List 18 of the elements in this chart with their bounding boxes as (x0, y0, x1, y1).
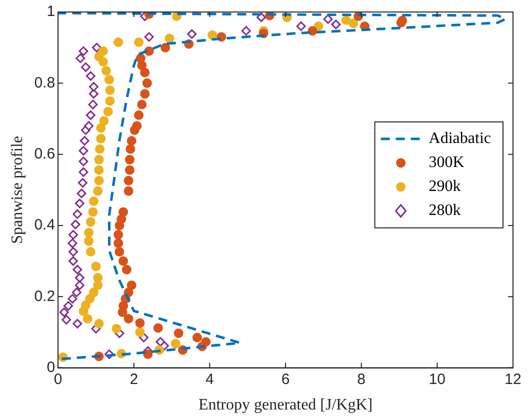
legend-label: 300K (428, 154, 465, 172)
y-tick-label: 0.4 (34, 216, 56, 234)
y-tick-label: 0 (46, 358, 56, 376)
legend-label: 290k (428, 178, 461, 196)
y-tick-label: 1 (46, 3, 56, 20)
y-tick-label: 0.6 (34, 145, 56, 162)
x-tick-label: 6 (281, 370, 290, 388)
legend-label: Adiabatic (428, 130, 492, 148)
x-axis-title: Entropy generated [J/KgK] (198, 396, 373, 414)
x-tick-label: 8 (357, 370, 366, 388)
y-tick-label: 0.2 (34, 288, 56, 305)
x-tick-label: 2 (130, 370, 138, 388)
legend-label: 280k (428, 202, 461, 220)
x-tick-label: 12 (504, 370, 522, 388)
x-tick-label: 10 (428, 370, 446, 388)
x-tick-label: 4 (206, 370, 214, 388)
y-axis-title: Spanwise profile (8, 136, 26, 244)
y-tick-label: 0.8 (34, 74, 56, 92)
